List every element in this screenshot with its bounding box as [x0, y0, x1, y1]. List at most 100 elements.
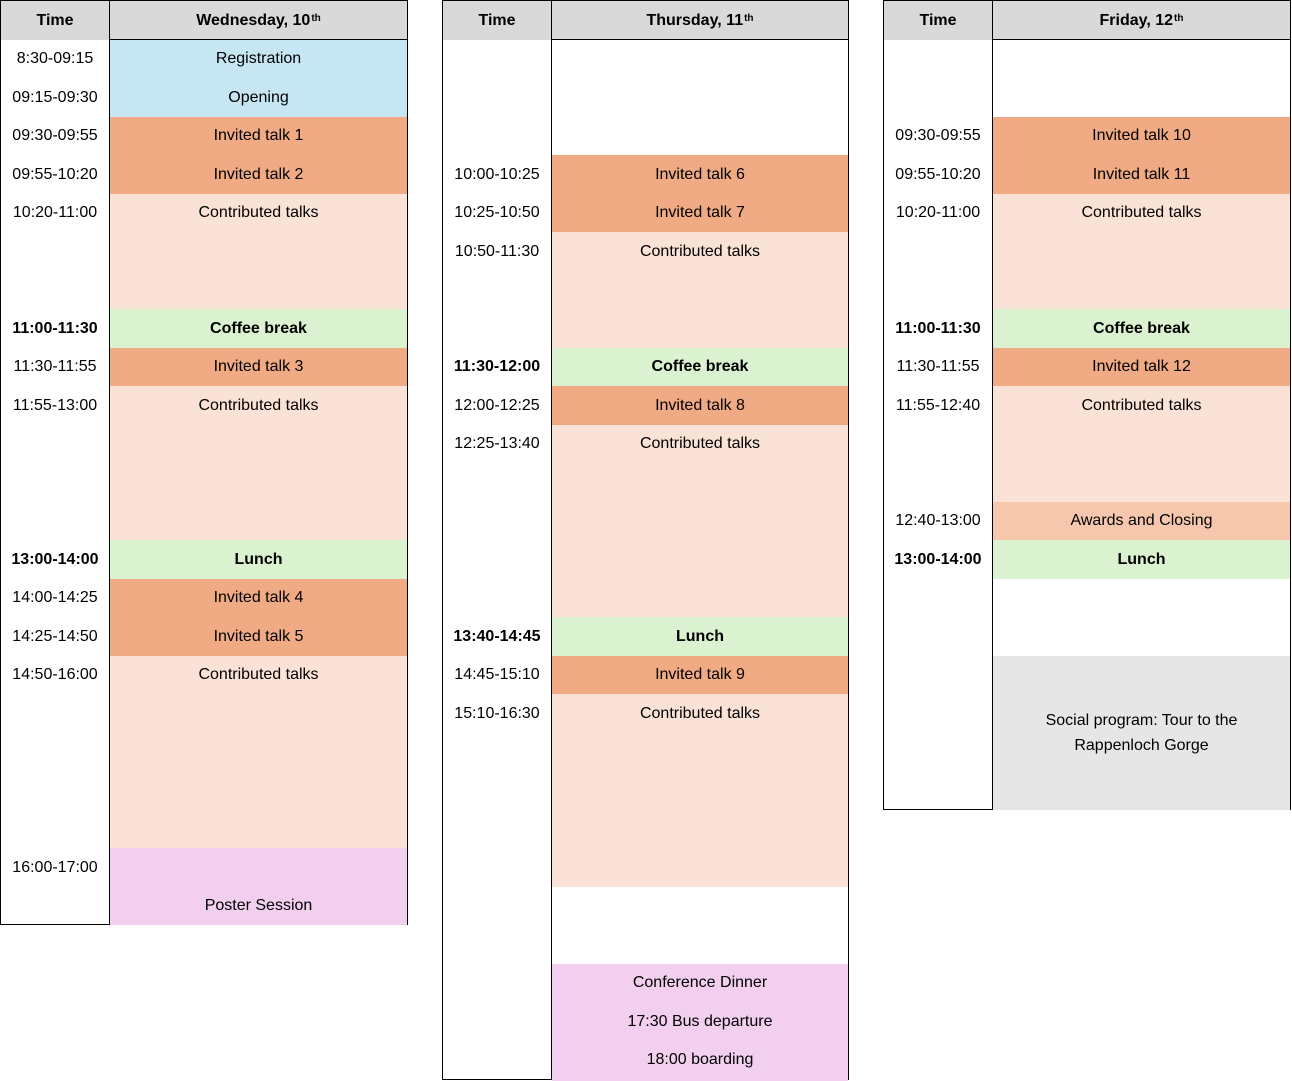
header-divider — [109, 39, 407, 40]
time-slot: 11:55-12:40 — [895, 397, 981, 414]
time-slot: 14:00-14:25 — [12, 589, 98, 606]
event-label: Poster Session — [204, 897, 313, 914]
time-slot: 12:00-12:25 — [454, 397, 540, 414]
event-label: Opening — [228, 89, 289, 106]
time-slot: 13:00-14:00 — [11, 551, 99, 568]
invited-talk-block — [993, 348, 1290, 386]
event-label: Invited talk 7 — [655, 204, 745, 221]
event-label: Contributed talks — [1081, 397, 1202, 414]
day-title: Wednesday, 10 — [196, 11, 311, 29]
time-column-header: Time — [478, 11, 516, 29]
day-title: Friday, 12 — [1099, 11, 1174, 29]
column-divider — [992, 40, 993, 809]
event-label: Invited talk 4 — [213, 589, 304, 606]
awards-closing-block — [993, 502, 1290, 540]
contributed-talks-block — [993, 386, 1290, 502]
time-slot: 10:00-10:25 — [454, 166, 540, 183]
invited-talk-block — [552, 656, 848, 694]
contributed-talks-block — [552, 425, 848, 617]
poster-session-block — [110, 848, 407, 925]
time-column-header: Time — [36, 11, 74, 29]
time-slot: 13:40-14:45 — [453, 628, 541, 645]
time-slot: 16:00-17:00 — [12, 859, 98, 876]
event-label: Contributed talks — [639, 435, 761, 452]
contributed-talks-block — [110, 386, 407, 540]
day-suffix: th — [744, 13, 754, 24]
event-label: Invited talk 8 — [655, 397, 745, 414]
time-slot: 10:25-10:50 — [454, 204, 540, 221]
time-slot: 09:30-09:55 — [12, 127, 98, 144]
invited-talk-block — [993, 117, 1290, 194]
contributed-talks-block — [552, 694, 848, 887]
event-label: Contributed talks — [198, 666, 319, 683]
time-slot: 10:20-11:00 — [12, 204, 98, 221]
invited-talk-block — [110, 579, 407, 656]
invited-talk-block — [552, 155, 848, 232]
dinner-label: 18:00 boarding — [646, 1051, 754, 1068]
event-label: Invited talk 6 — [655, 166, 745, 183]
event-label: Contributed talks — [1081, 204, 1202, 221]
invited-talk-block — [110, 348, 407, 386]
event-label: Registration — [215, 50, 302, 67]
event-label: Invited talk 10 — [1092, 127, 1191, 144]
event-label: Lunch — [234, 551, 283, 568]
coffee-break-block — [110, 309, 407, 348]
time-slot: 13:00-14:00 — [894, 551, 982, 568]
contributed-talks-block — [552, 232, 848, 348]
time-slot: 10:50-11:30 — [454, 243, 540, 260]
time-slot: 09:30-09:55 — [895, 127, 981, 144]
time-slot: 14:25-14:50 — [12, 628, 98, 645]
header-divider — [551, 39, 848, 40]
event-label: Contributed talks — [639, 705, 761, 722]
social-program-line: Rappenloch Gorge — [1074, 737, 1209, 754]
time-column-header: Time — [919, 11, 957, 29]
social-program-label: Social program: Tour to the Rappenloch G… — [993, 656, 1290, 810]
time-slot: 15:10-16:30 — [454, 705, 540, 722]
registration-block — [110, 40, 407, 117]
event-label: Lunch — [676, 628, 724, 645]
time-slot: 09:55-10:20 — [895, 166, 981, 183]
time-slot: 09:55-10:20 — [12, 166, 98, 183]
event-label: Invited talk 2 — [213, 166, 304, 183]
event-label: Coffee break — [1093, 320, 1190, 337]
contributed-talks-block — [993, 194, 1290, 309]
coffee-break-block — [993, 309, 1290, 348]
header-divider — [992, 39, 1290, 40]
time-slot: 11:30-11:55 — [13, 358, 97, 375]
event-label: Contributed talks — [198, 204, 319, 221]
day-suffix: th — [1174, 13, 1184, 24]
time-slot: 11:30-11:55 — [896, 358, 980, 375]
event-label: Invited talk 12 — [1092, 358, 1191, 375]
time-slot: 14:45-15:10 — [454, 666, 540, 683]
time-slot: 11:30-12:00 — [453, 358, 541, 375]
event-label: Contributed talks — [639, 243, 761, 260]
lunch-block — [552, 617, 848, 656]
social-program-block — [993, 656, 1290, 810]
time-slot: 8:30-09:15 — [16, 50, 94, 67]
event-label: Lunch — [1117, 551, 1166, 568]
day-title: Thursday, 11 — [646, 11, 744, 29]
event-label: Invited talk 9 — [655, 666, 745, 683]
dinner-label: 17:30 Bus departure — [627, 1013, 773, 1030]
time-slot: 11:00-11:30 — [895, 320, 981, 337]
coffee-break-block — [552, 348, 848, 386]
time-slot: 12:25-13:40 — [454, 435, 540, 452]
time-slot: 14:50-16:00 — [12, 666, 98, 683]
event-label: Invited talk 5 — [213, 628, 304, 645]
event-label: Coffee break — [210, 320, 307, 337]
conference-dinner-block — [552, 964, 848, 1081]
day-suffix: th — [311, 13, 321, 24]
invited-talk-block — [552, 386, 848, 425]
column-divider — [551, 40, 552, 1079]
lunch-block — [110, 540, 407, 579]
contributed-talks-block — [110, 656, 407, 848]
event-label: Contributed talks — [198, 397, 319, 414]
